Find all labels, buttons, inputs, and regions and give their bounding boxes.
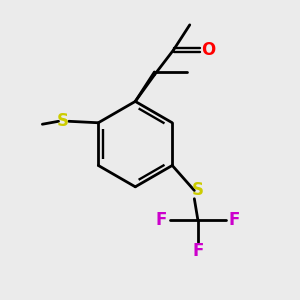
Text: O: O xyxy=(201,41,215,59)
Text: F: F xyxy=(156,211,167,229)
Text: F: F xyxy=(192,242,204,260)
Text: F: F xyxy=(228,211,240,229)
Text: S: S xyxy=(192,182,204,200)
Text: S: S xyxy=(56,112,68,130)
